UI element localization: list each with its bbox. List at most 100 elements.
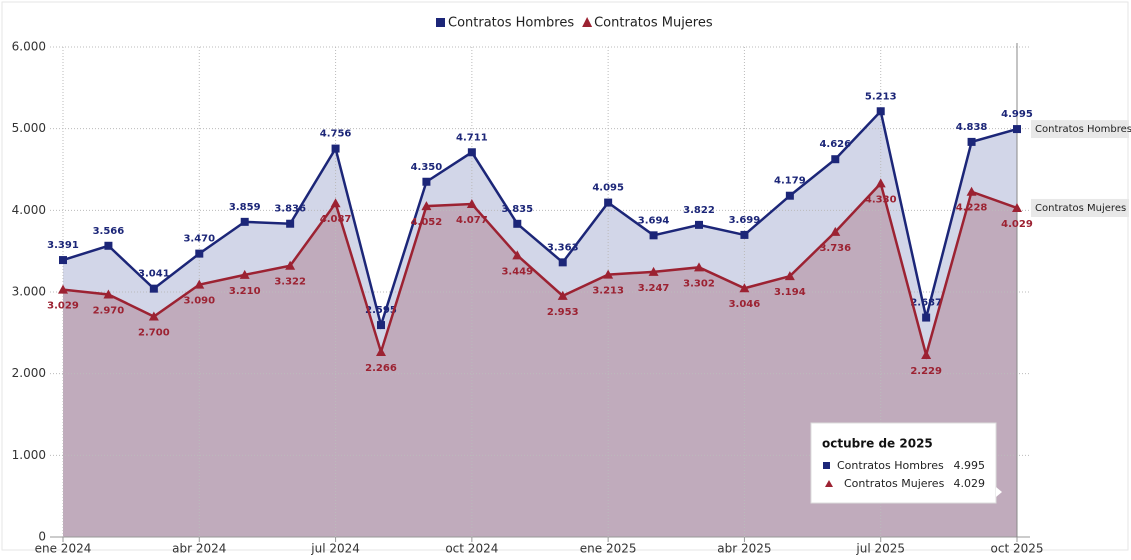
y-tick-label: 1.000 [12, 448, 46, 462]
value-label: 3.470 [183, 234, 215, 245]
value-label: 4.838 [956, 122, 988, 133]
marker-square [831, 155, 840, 164]
plot-frame [1, 1, 1129, 551]
x-tick-label: abr 2025 [717, 542, 771, 556]
marker-square [649, 231, 658, 240]
line [62, 108, 1018, 330]
marker-square [513, 219, 522, 228]
end-label-box [1031, 198, 1129, 217]
marker-square [286, 219, 295, 228]
y-tick-label: 6.000 [12, 40, 46, 54]
marker-triangle [148, 311, 159, 321]
line [62, 180, 1018, 360]
tooltip-marker [823, 462, 830, 469]
tooltip-marker [825, 480, 833, 487]
marker-triangle [103, 289, 114, 299]
marker-triangle [875, 178, 886, 188]
marker-square [149, 284, 158, 293]
tooltip-box [810, 422, 997, 504]
value-label: 2.970 [93, 305, 125, 316]
area [63, 183, 1017, 537]
tooltip-title: octubre de 2025 [822, 437, 933, 451]
marker-triangle [921, 349, 932, 359]
value-label: 4.052 [411, 217, 443, 228]
marker-triangle [376, 346, 386, 356]
end-label-box [1031, 120, 1129, 139]
marker-triangle [966, 186, 977, 196]
y-tick-label: 2.000 [12, 366, 46, 380]
marker-triangle [466, 199, 477, 209]
end-label: Contratos Mujeres [1035, 203, 1126, 214]
value-label: 3.213 [592, 286, 624, 297]
value-label: 3.090 [183, 296, 215, 307]
value-label: 3.194 [774, 287, 806, 298]
value-label: 2.595 [365, 305, 397, 316]
value-label: 3.859 [229, 202, 261, 213]
marker-triangle [512, 250, 523, 260]
marker-square [695, 220, 703, 229]
marker-square [785, 191, 794, 200]
marker-square [558, 258, 567, 267]
value-label: 2.229 [910, 366, 942, 377]
x-tick-label: abr 2024 [172, 542, 226, 556]
value-label: 3.449 [501, 266, 533, 277]
marker-square [876, 107, 885, 116]
value-label: 3.041 [138, 269, 170, 280]
x-tick-label: jul 2024 [310, 542, 360, 556]
marker-triangle [784, 271, 795, 281]
value-label: 2.700 [138, 328, 170, 339]
marker-triangle [603, 269, 614, 279]
value-label: 2.953 [547, 307, 579, 318]
value-label: 3.029 [47, 301, 79, 312]
marker-square [422, 177, 431, 186]
tooltip: octubre de 2025 Contratos Hombres 4.995 Con… [810, 422, 1002, 504]
x-tick-label: ene 2025 [580, 542, 637, 556]
x-tick-label: oct 2024 [445, 542, 498, 556]
value-label: 3.566 [93, 226, 125, 237]
marker-triangle [58, 284, 68, 294]
value-label: 3.247 [638, 283, 670, 294]
value-label: 3.046 [729, 299, 761, 310]
end-label: Contratos Hombres [1035, 124, 1131, 135]
marker-triangle [194, 279, 205, 289]
marker-triangle [648, 266, 659, 276]
value-label: 3.302 [683, 278, 715, 289]
value-label: 4.330 [865, 194, 897, 205]
marker-square [740, 230, 749, 239]
marker-triangle [285, 260, 296, 270]
legend-marker [436, 18, 445, 27]
value-label: 3.836 [274, 204, 306, 215]
marker-square [922, 313, 931, 322]
legend-marker [582, 17, 593, 27]
marker-triangle [1012, 202, 1022, 212]
marker-square [604, 198, 613, 207]
marker-square [467, 148, 476, 157]
value-label: 3.699 [729, 215, 761, 226]
marker-square [104, 241, 113, 250]
value-label: 4.995 [1001, 109, 1033, 120]
tooltip-name: Contratos Hombres [837, 459, 944, 472]
value-label: 3.322 [274, 277, 306, 288]
value-label: 2.687 [910, 298, 942, 309]
value-label: 3.391 [47, 240, 79, 251]
legend-label: Contratos Mujeres [594, 16, 713, 31]
tooltip-pointer [996, 487, 1002, 497]
x-tick-label: jul 2025 [855, 542, 905, 556]
marker-square [195, 249, 204, 258]
marker-square [967, 137, 976, 146]
marker-triangle [694, 262, 704, 272]
legend-label: Contratos Hombres [448, 16, 574, 31]
y-tick-label: 4.000 [12, 203, 46, 217]
marker-square [331, 144, 340, 153]
value-label: 4.077 [456, 215, 488, 226]
y-tick-label: 3.000 [12, 285, 46, 299]
y-tick-label: 0 [38, 530, 46, 544]
value-label: 4.350 [411, 162, 443, 173]
marker-triangle [239, 269, 250, 279]
value-label: 4.756 [320, 129, 352, 140]
value-label: 4.029 [1001, 219, 1033, 230]
value-label: 2.266 [365, 363, 397, 374]
tooltip-value: 4.029 [954, 477, 986, 490]
value-label: 4.626 [819, 139, 851, 150]
